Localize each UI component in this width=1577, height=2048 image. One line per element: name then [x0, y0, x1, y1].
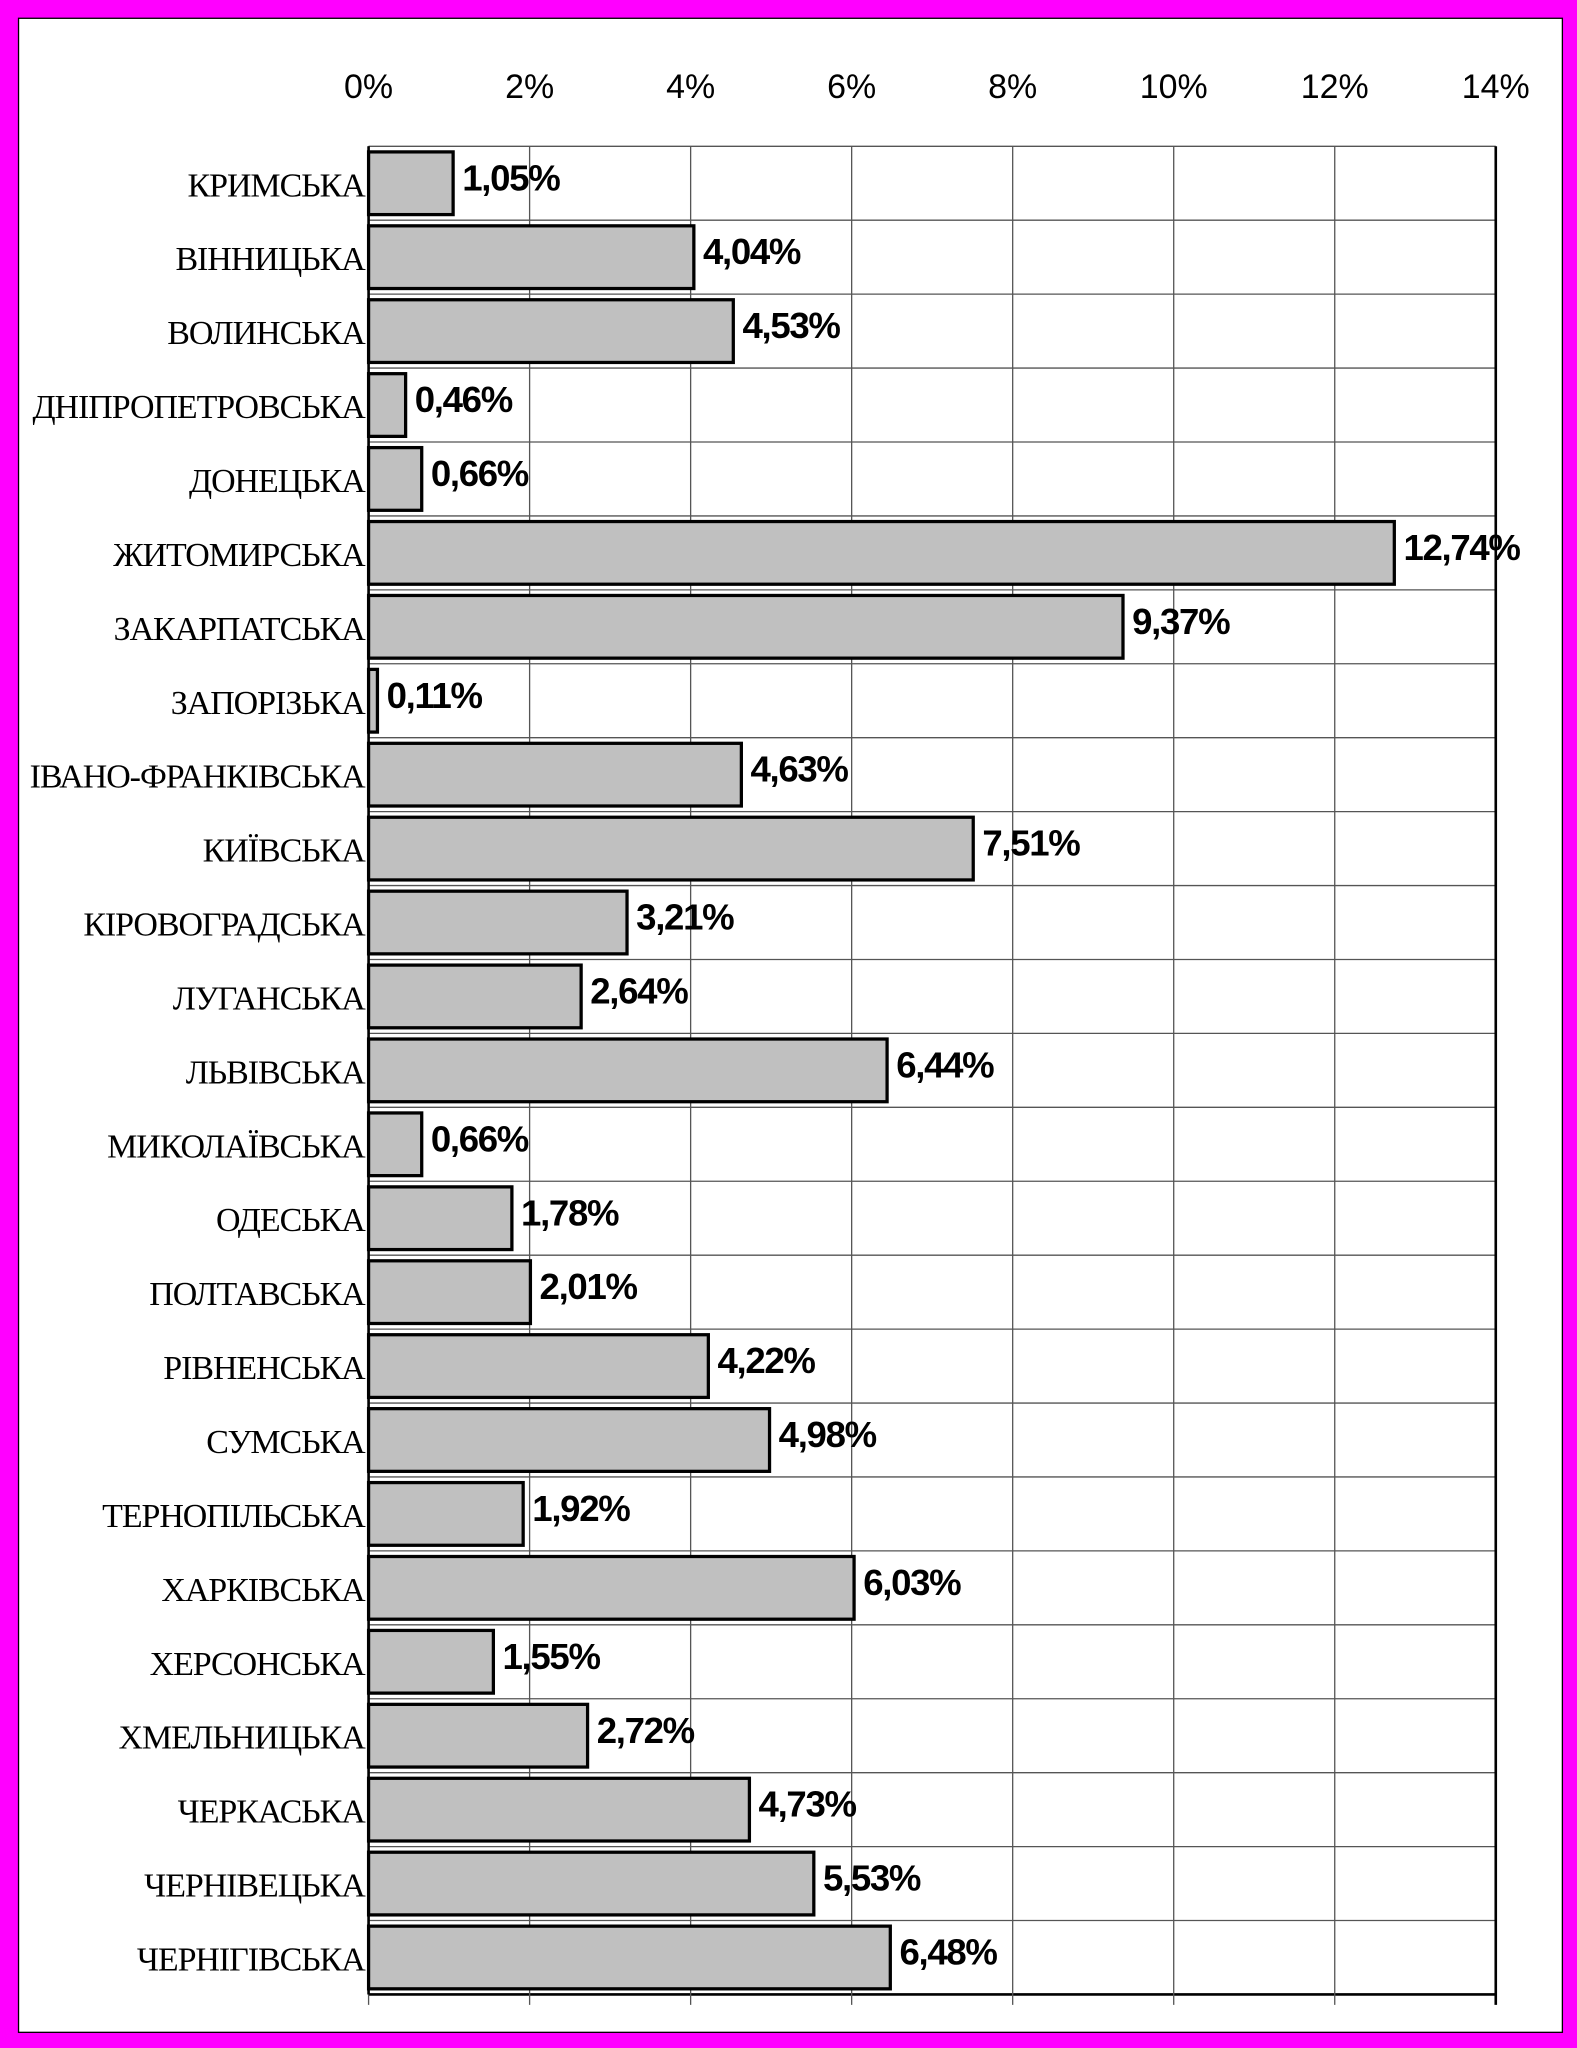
value-label: 1,78%	[521, 1192, 619, 1233]
x-tick-label: 10%	[1140, 68, 1208, 106]
y-tick-label: ТЕРНОПІЛЬСЬКА	[102, 1498, 366, 1535]
bar	[366, 667, 380, 734]
value-label: 0,46%	[415, 379, 513, 420]
y-tick-label: КИЇВСЬКА	[203, 833, 367, 870]
bar	[366, 1480, 525, 1547]
bar	[366, 1850, 816, 1917]
bar	[366, 1185, 514, 1252]
bar	[366, 1628, 496, 1695]
value-label: 1,05%	[462, 157, 560, 198]
value-label: 4,53%	[742, 305, 840, 346]
value-label: 4,22%	[717, 1340, 815, 1381]
value-label: 2,01%	[540, 1266, 638, 1307]
value-label: 4,04%	[703, 231, 801, 272]
y-tick-label: СУМСЬКА	[206, 1424, 366, 1461]
bar	[366, 741, 743, 808]
bar	[366, 224, 696, 291]
x-tick-label: 4%	[666, 68, 715, 106]
value-label: 1,55%	[503, 1636, 601, 1677]
y-tick-label: ВОЛИНСЬКА	[167, 315, 366, 352]
value-label: 6,03%	[863, 1562, 961, 1603]
bar	[366, 1333, 710, 1400]
y-tick-label: ХМЕЛЬНИЦЬКА	[119, 1720, 367, 1757]
value-label: 1,92%	[532, 1488, 630, 1529]
value-label: 4,98%	[779, 1414, 877, 1455]
chart-area	[17, 17, 1564, 2033]
bar	[366, 1037, 889, 1104]
y-tick-label: ЧЕРНІВЕЦЬКА	[144, 1868, 366, 1905]
y-tick-label: ЛУГАНСЬКА	[173, 980, 366, 1017]
value-label: 4,73%	[759, 1784, 857, 1825]
x-tick-label: 8%	[988, 68, 1037, 106]
y-tick-label: ЗАКАРПАТСЬКА	[114, 611, 367, 648]
bar	[366, 1259, 533, 1326]
value-label: 3,21%	[636, 897, 734, 938]
y-tick-label: ЧЕРКАСЬКА	[178, 1794, 367, 1831]
bar	[366, 372, 408, 439]
value-label: 6,48%	[899, 1932, 997, 1973]
bar	[366, 1776, 752, 1843]
value-label: 0,66%	[431, 453, 529, 494]
x-tick-label: 0%	[344, 68, 393, 106]
x-tick-label: 2%	[505, 68, 554, 106]
y-tick-label: ВІННИЦЬКА	[175, 241, 366, 278]
bar	[366, 1407, 772, 1473]
y-tick-label: ХАРКІВСЬКА	[161, 1572, 366, 1609]
value-label: 9,37%	[1132, 601, 1230, 642]
bar	[366, 593, 1125, 660]
y-tick-label: ЗАПОРІЗЬКА	[171, 685, 366, 722]
y-tick-label: КІРОВОГРАДСЬКА	[83, 907, 366, 944]
y-tick-label: ДНІПРОПЕТРОВСЬКА	[32, 389, 366, 426]
bar	[366, 815, 975, 882]
x-tick-label: 6%	[827, 68, 876, 106]
y-tick-label: ЖИТОМИРСЬКА	[113, 537, 366, 574]
bar	[366, 1111, 424, 1178]
value-label: 2,64%	[590, 970, 688, 1011]
bar	[366, 1554, 856, 1621]
y-tick-label: ХЕРСОНСЬКА	[150, 1646, 367, 1683]
value-label: 7,51%	[982, 823, 1080, 864]
y-tick-label: ЛЬВІВСЬКА	[186, 1054, 366, 1091]
bar	[366, 298, 735, 365]
value-label: 4,63%	[751, 749, 849, 790]
bar	[366, 963, 583, 1030]
y-tick-label: ПОЛТАВСЬКА	[149, 1276, 366, 1313]
y-tick-label: МИКОЛАЇВСЬКА	[107, 1128, 366, 1165]
bar	[366, 150, 455, 217]
y-tick-label: ОДЕСЬКА	[216, 1202, 366, 1239]
x-tick-label: 14%	[1462, 68, 1530, 106]
y-tick-label: ДОНЕЦЬКА	[189, 463, 366, 500]
bar	[366, 1924, 892, 1991]
y-tick-label: ІВАНО-ФРАНКІВСЬКА	[30, 759, 367, 796]
bar	[366, 889, 629, 956]
value-label: 5,53%	[823, 1858, 921, 1899]
y-tick-label: КРИМСЬКА	[188, 167, 367, 204]
value-label: 0,66%	[431, 1118, 529, 1159]
value-label: 0,11%	[387, 675, 483, 716]
value-label: 12,74%	[1403, 527, 1520, 568]
bar	[366, 519, 1396, 586]
y-tick-label: РІВНЕНСЬКА	[163, 1350, 366, 1387]
bar	[366, 1702, 590, 1769]
value-label: 6,44%	[896, 1044, 994, 1085]
value-label: 2,72%	[597, 1710, 695, 1751]
bar	[366, 445, 424, 512]
y-tick-label: ЧЕРНІГІВСЬКА	[137, 1942, 366, 1979]
x-tick-label: 12%	[1301, 68, 1369, 106]
